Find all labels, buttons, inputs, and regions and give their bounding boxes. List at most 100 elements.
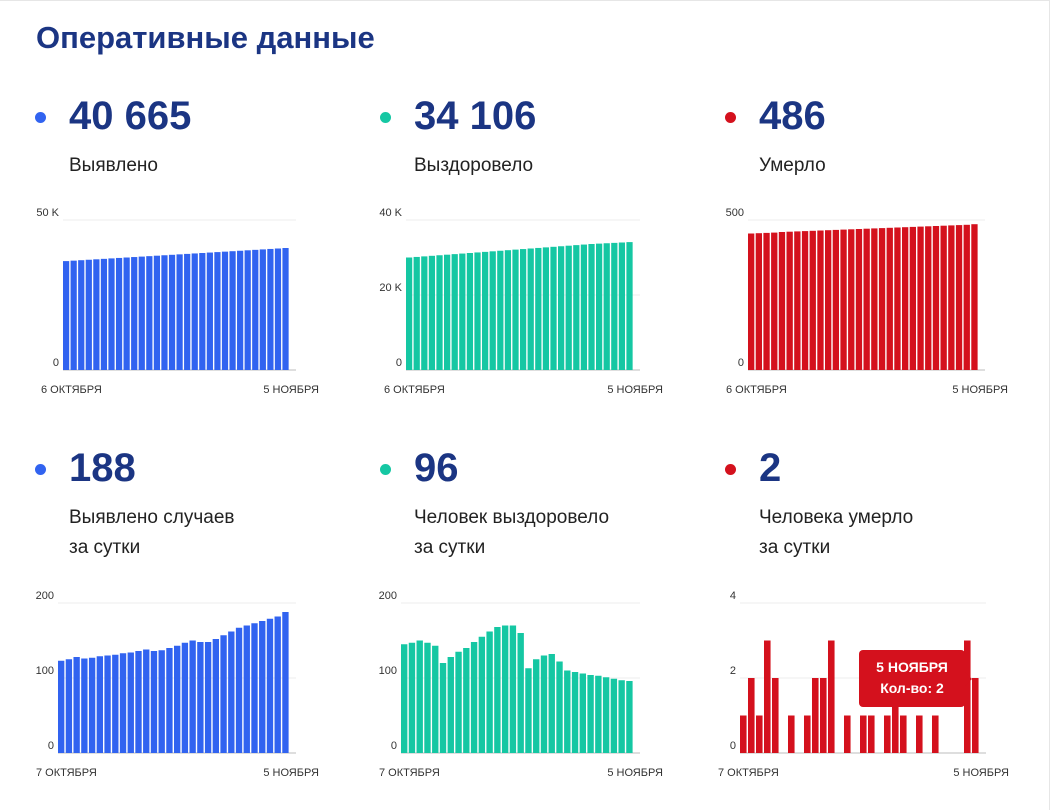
bar[interactable] [158, 650, 165, 753]
bar[interactable] [504, 250, 512, 370]
bar[interactable] [817, 230, 824, 371]
bar[interactable] [512, 249, 519, 370]
bar[interactable] [146, 256, 153, 370]
bar[interactable] [932, 226, 940, 370]
bar[interactable] [844, 715, 851, 754]
bar[interactable] [618, 242, 626, 371]
bar[interactable] [748, 678, 755, 753]
bar[interactable] [579, 673, 587, 754]
bar[interactable] [558, 246, 565, 370]
bar[interactable] [104, 655, 111, 754]
bar[interactable] [527, 248, 534, 371]
bar[interactable] [96, 656, 104, 753]
bar[interactable] [611, 242, 618, 370]
bar[interactable] [550, 246, 557, 370]
bar[interactable] [884, 715, 891, 754]
bar[interactable] [626, 681, 633, 753]
bar[interactable] [424, 642, 431, 753]
bar[interactable] [794, 231, 801, 370]
bar[interactable] [466, 253, 474, 370]
bar[interactable] [748, 233, 755, 371]
bar[interactable] [274, 616, 281, 754]
bar[interactable] [459, 253, 466, 370]
bar[interactable] [115, 257, 123, 370]
bar[interactable] [886, 227, 893, 370]
bar[interactable] [266, 618, 274, 753]
bar[interactable] [237, 250, 244, 370]
bar[interactable] [282, 248, 289, 370]
bar[interactable] [486, 631, 493, 754]
bar[interactable] [740, 715, 747, 754]
bar[interactable] [206, 252, 213, 370]
bar[interactable] [447, 657, 454, 753]
bar[interactable] [413, 256, 420, 370]
bar[interactable] [820, 678, 827, 753]
bar[interactable] [804, 715, 811, 754]
bar[interactable] [168, 254, 176, 370]
bar[interactable] [112, 654, 119, 753]
bar[interactable] [444, 254, 451, 370]
bar[interactable] [127, 652, 134, 754]
bar[interactable] [131, 257, 138, 370]
bar[interactable] [259, 249, 266, 370]
bar[interactable] [65, 659, 73, 753]
bar[interactable] [932, 715, 939, 754]
bar[interactable] [174, 645, 181, 753]
bar[interactable] [871, 228, 878, 370]
bar[interactable] [439, 663, 447, 753]
bar[interactable] [220, 635, 227, 753]
bar[interactable] [955, 225, 963, 370]
bar[interactable] [788, 715, 795, 754]
bar[interactable] [455, 651, 462, 753]
bar[interactable] [501, 625, 509, 754]
bar[interactable] [587, 675, 594, 753]
bar[interactable] [626, 242, 633, 370]
bar[interactable] [755, 233, 763, 370]
bar[interactable] [463, 648, 470, 753]
bar[interactable] [235, 627, 243, 753]
bar[interactable] [863, 228, 870, 370]
bar[interactable] [902, 227, 909, 370]
bar[interactable] [191, 253, 198, 370]
bar[interactable] [948, 225, 955, 370]
bar[interactable] [482, 251, 489, 370]
bar[interactable] [470, 642, 478, 753]
bar[interactable] [763, 232, 770, 370]
bar[interactable] [135, 651, 142, 753]
bar[interactable] [497, 250, 504, 370]
bar[interactable] [161, 255, 168, 370]
bar[interactable] [940, 225, 947, 370]
bar[interactable] [542, 247, 550, 370]
bar[interactable] [596, 243, 603, 370]
bar[interactable] [474, 252, 481, 370]
bar[interactable] [771, 232, 778, 370]
bar[interactable] [571, 672, 579, 753]
bar[interactable] [840, 229, 847, 370]
bar[interactable] [143, 649, 150, 754]
bar[interactable] [432, 645, 439, 753]
bar[interactable] [972, 678, 979, 753]
bar[interactable] [406, 257, 413, 371]
bar[interactable] [73, 657, 80, 753]
bar[interactable] [70, 260, 77, 370]
bar[interactable] [573, 245, 580, 370]
bar[interactable] [436, 255, 443, 370]
bar[interactable] [900, 715, 907, 754]
bar[interactable] [916, 715, 923, 754]
bar[interactable] [274, 248, 282, 371]
bar[interactable] [85, 259, 92, 370]
bar[interactable] [212, 639, 220, 753]
bar[interactable] [548, 654, 555, 753]
bar[interactable] [517, 633, 524, 753]
bar[interactable] [243, 625, 250, 754]
bar[interactable] [786, 231, 793, 370]
bar[interactable] [81, 658, 88, 754]
bar[interactable] [416, 640, 423, 754]
bar[interactable] [199, 253, 206, 370]
bar[interactable] [401, 644, 408, 753]
bar[interactable] [564, 670, 571, 754]
bar[interactable] [63, 261, 70, 370]
bar[interactable] [78, 260, 85, 370]
bar[interactable] [197, 642, 204, 753]
bar[interactable] [825, 230, 832, 370]
